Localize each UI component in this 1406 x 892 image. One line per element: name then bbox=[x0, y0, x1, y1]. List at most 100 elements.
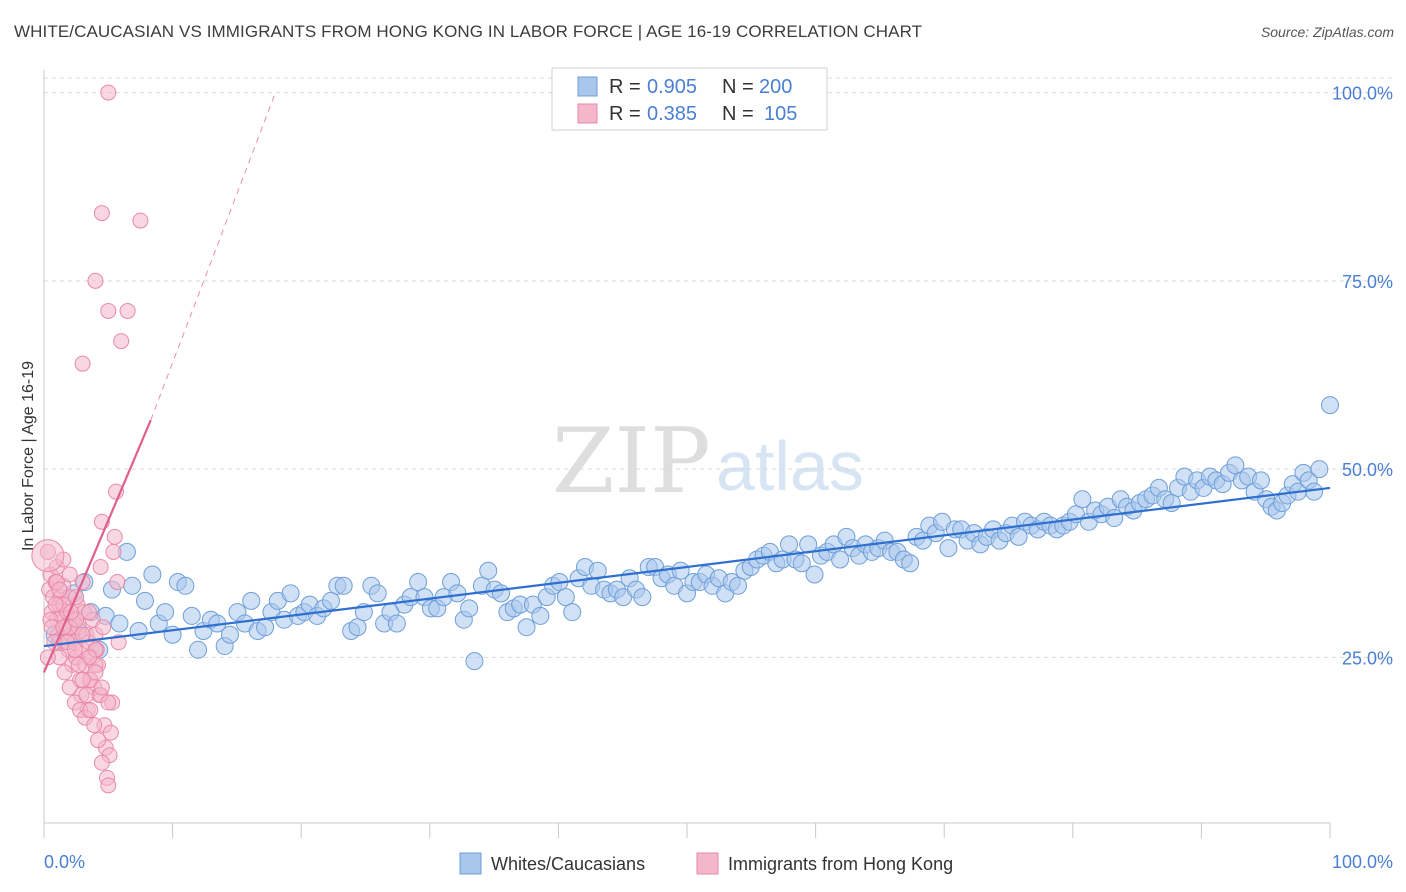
data-point bbox=[123, 576, 142, 595]
legend-top-r-label-2: R = bbox=[609, 103, 641, 125]
data-point bbox=[182, 606, 201, 625]
data-point bbox=[132, 212, 149, 229]
data-point bbox=[66, 641, 83, 658]
data-point bbox=[409, 573, 428, 592]
data-point bbox=[465, 652, 484, 671]
data-point bbox=[61, 679, 78, 696]
data-point bbox=[56, 664, 73, 681]
legend-top: R = 0.905 N = 200 R = 0.385 N = 105 bbox=[551, 67, 828, 131]
legend-top-swatch-blue bbox=[577, 76, 598, 97]
data-point bbox=[281, 584, 300, 603]
data-point bbox=[1009, 527, 1028, 546]
data-point bbox=[100, 777, 117, 794]
data-point bbox=[90, 732, 107, 749]
y-tick-label: 25.0% bbox=[1342, 648, 1393, 668]
data-point bbox=[531, 606, 550, 625]
data-point bbox=[633, 588, 652, 607]
trend-lines bbox=[42, 92, 1331, 673]
data-point bbox=[334, 576, 353, 595]
legend-bottom: Whites/Caucasians Immigrants from Hong K… bbox=[459, 852, 953, 875]
data-point bbox=[95, 619, 112, 636]
data-point bbox=[517, 618, 536, 637]
y-tick-label: 50.0% bbox=[1342, 460, 1393, 480]
data-point bbox=[1251, 471, 1270, 490]
legend-top-r-value-2: 0.385 bbox=[647, 103, 697, 125]
data-point bbox=[492, 584, 511, 603]
watermark-zip: ZIP bbox=[552, 409, 711, 514]
legend-top-n-label-2: N = bbox=[722, 103, 754, 125]
legend-swatch-hongkong bbox=[696, 852, 719, 875]
data-point bbox=[143, 565, 162, 584]
data-point bbox=[1226, 456, 1245, 475]
data-point bbox=[87, 272, 104, 289]
trend-line-hongkong-extension bbox=[150, 92, 276, 421]
data-point bbox=[100, 302, 117, 319]
data-point bbox=[1073, 490, 1092, 509]
source-label: Source: ZipAtlas.com bbox=[1260, 24, 1394, 40]
data-point bbox=[110, 634, 127, 651]
data-point bbox=[110, 614, 129, 633]
data-point bbox=[93, 679, 110, 696]
data-point bbox=[242, 591, 261, 610]
data-point bbox=[792, 554, 811, 573]
data-point bbox=[109, 574, 126, 591]
data-point bbox=[780, 535, 799, 554]
data-point bbox=[387, 614, 406, 633]
data-point bbox=[102, 724, 119, 741]
data-point bbox=[70, 656, 87, 673]
data-point bbox=[460, 599, 479, 618]
data-point bbox=[901, 554, 920, 573]
data-point bbox=[129, 621, 148, 640]
data-point bbox=[92, 558, 109, 575]
data-point bbox=[135, 591, 154, 610]
legend-top-swatch-pink bbox=[577, 103, 598, 124]
x-axis-ticks bbox=[43, 823, 1331, 838]
data-point bbox=[113, 333, 130, 350]
data-point bbox=[939, 539, 958, 558]
data-point bbox=[47, 596, 64, 613]
data-point bbox=[1321, 396, 1339, 415]
data-point bbox=[156, 603, 175, 622]
trend-line-whites bbox=[43, 486, 1331, 648]
data-point bbox=[100, 84, 117, 101]
data-point bbox=[106, 528, 123, 545]
y-tick-label: 75.0% bbox=[1342, 272, 1393, 292]
data-point bbox=[729, 576, 748, 595]
data-point bbox=[479, 561, 498, 580]
data-point bbox=[256, 618, 275, 637]
data-point bbox=[82, 702, 99, 719]
data-point bbox=[220, 625, 239, 644]
data-point bbox=[805, 565, 824, 584]
data-point bbox=[78, 686, 95, 703]
y-tick-labels: 25.0% 50.0% 75.0% 100.0% bbox=[1332, 84, 1393, 669]
data-point bbox=[448, 584, 467, 603]
series-hongkong-points bbox=[31, 84, 149, 794]
legend-label-hongkong: Immigrants from Hong Kong bbox=[728, 854, 953, 874]
data-point bbox=[31, 539, 65, 573]
data-point bbox=[74, 671, 91, 688]
data-point bbox=[100, 694, 117, 711]
data-point bbox=[831, 550, 850, 569]
data-point bbox=[1310, 460, 1329, 479]
data-point bbox=[563, 603, 582, 622]
legend-swatch-whites bbox=[459, 852, 482, 875]
data-point bbox=[189, 640, 208, 659]
legend-top-n-value-2: 105 bbox=[764, 103, 797, 125]
y-axis-label: In Labor Force | Age 16-19 bbox=[20, 361, 37, 551]
x-tick-label-min: 0.0% bbox=[44, 852, 85, 872]
data-point bbox=[93, 754, 110, 771]
data-point bbox=[87, 664, 104, 681]
data-point bbox=[61, 566, 78, 583]
y-tick-label: 100.0% bbox=[1332, 84, 1393, 104]
data-point bbox=[556, 588, 575, 607]
data-point bbox=[93, 205, 110, 222]
chart-title: WHITE/CAUCASIAN VS IMMIGRANTS FROM HONG … bbox=[14, 22, 923, 41]
legend-top-r-value-1: 0.905 bbox=[647, 76, 697, 98]
data-point bbox=[119, 302, 136, 319]
data-point bbox=[86, 717, 103, 734]
legend-label-whites: Whites/Caucasians bbox=[491, 854, 645, 874]
data-point bbox=[74, 355, 91, 372]
x-tick-label-max: 100.0% bbox=[1332, 852, 1393, 872]
data-point bbox=[176, 576, 195, 595]
